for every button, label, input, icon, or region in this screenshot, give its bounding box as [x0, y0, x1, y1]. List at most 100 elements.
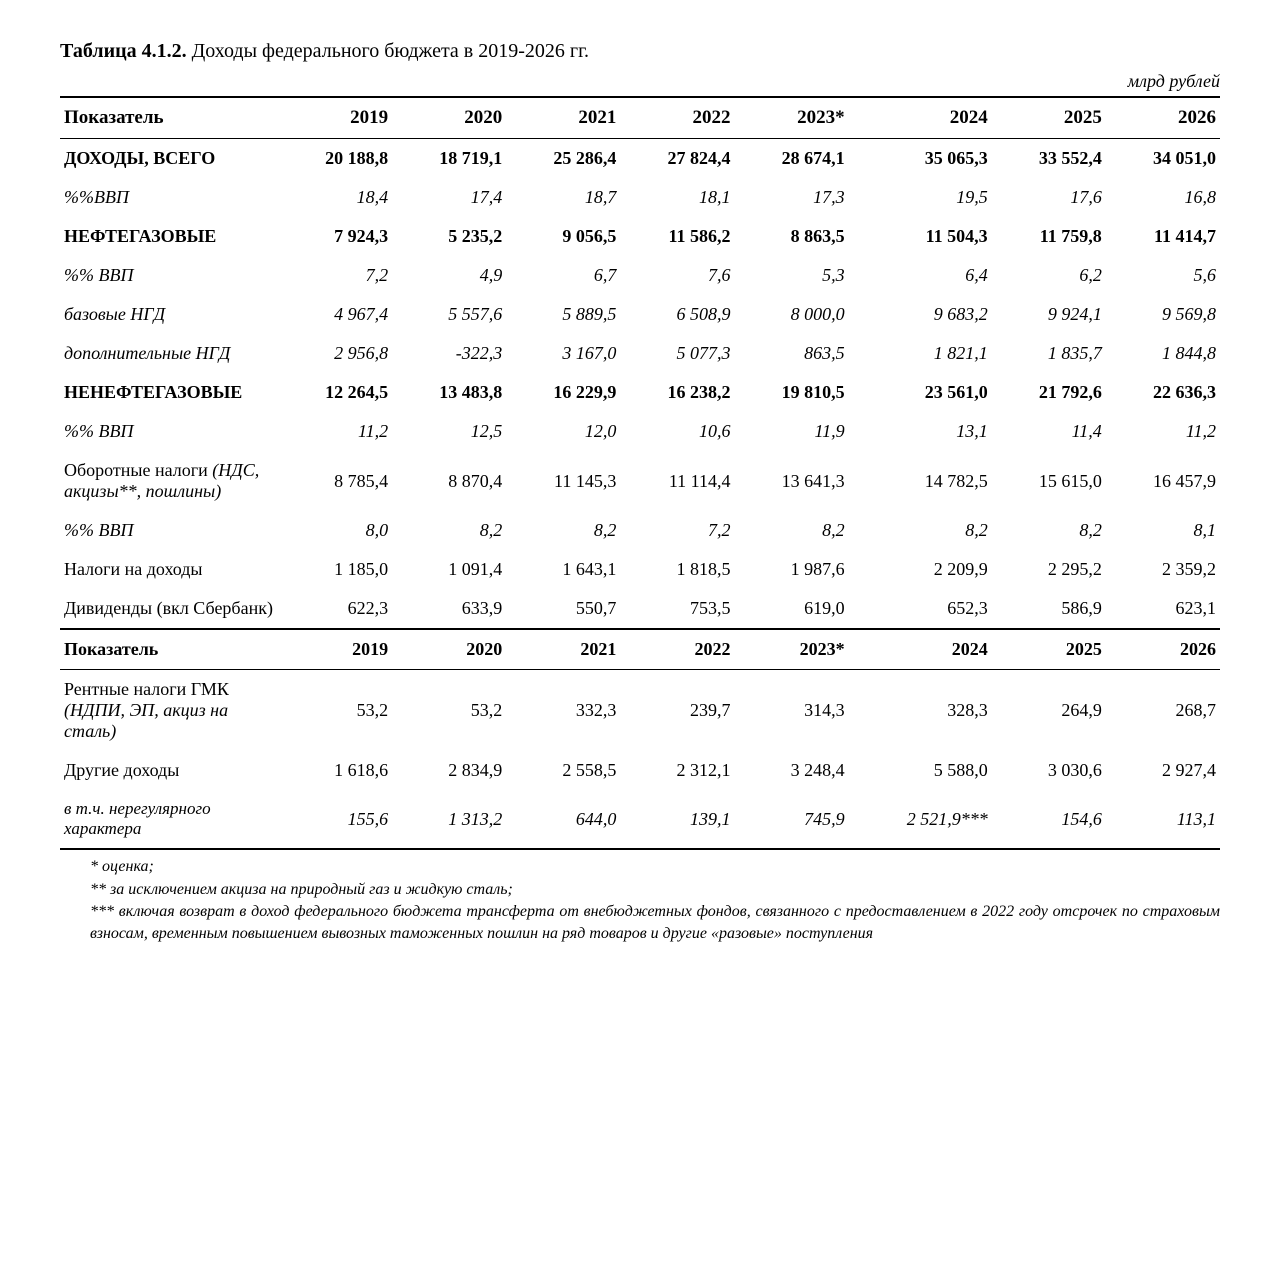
cell-value: 550,7	[506, 589, 620, 629]
cell-value: 16 457,9	[1106, 451, 1220, 511]
table-row: %% ВВП7,24,96,77,65,36,46,25,6	[60, 256, 1220, 295]
cell-value: 11,4	[992, 412, 1106, 451]
row-label: Другие доходы	[60, 751, 278, 790]
cell-value: 23 561,0	[849, 373, 992, 412]
cell-value: 27 824,4	[620, 139, 734, 179]
col-header-label: Показатель	[60, 629, 278, 670]
table-row: Дивиденды (вкл Сбербанк)622,3633,9550,77…	[60, 589, 1220, 629]
cell-value: 12,0	[506, 412, 620, 451]
table-body-b: Рентные налоги ГМК (НДПИ, ЭП, акциз на с…	[60, 670, 1220, 850]
cell-value: 753,5	[620, 589, 734, 629]
cell-value: 8 863,5	[735, 217, 849, 256]
table-title: Таблица 4.1.2. Доходы федерального бюдже…	[60, 40, 1220, 63]
row-label: дополнительные НГД	[60, 334, 278, 373]
cell-value: 7,2	[278, 256, 392, 295]
cell-value: 21 792,6	[992, 373, 1106, 412]
cell-value: 1 091,4	[392, 550, 506, 589]
row-label: НЕФТЕГАЗОВЫЕ	[60, 217, 278, 256]
cell-value: 745,9	[735, 790, 849, 849]
cell-value: 1 643,1	[506, 550, 620, 589]
footnote-line: * оценка;	[90, 856, 1220, 878]
table-row: %%ВВП18,417,418,718,117,319,517,616,8	[60, 178, 1220, 217]
row-label: %% ВВП	[60, 412, 278, 451]
cell-value: 586,9	[992, 589, 1106, 629]
cell-value: 18 719,1	[392, 139, 506, 179]
cell-value: 13,1	[849, 412, 992, 451]
cell-value: 5 235,2	[392, 217, 506, 256]
cell-value: 11,2	[1106, 412, 1220, 451]
col-header-year: 2019	[278, 629, 392, 670]
cell-value: 8 785,4	[278, 451, 392, 511]
table-row: ДОХОДЫ, ВСЕГО20 188,818 719,125 286,427 …	[60, 139, 1220, 179]
table-body-a: ДОХОДЫ, ВСЕГО20 188,818 719,125 286,427 …	[60, 139, 1220, 630]
cell-value: 239,7	[620, 670, 734, 752]
cell-value: 2 834,9	[392, 751, 506, 790]
cell-value: 8,2	[992, 511, 1106, 550]
col-header-year: 2026	[1106, 97, 1220, 139]
cell-value: 25 286,4	[506, 139, 620, 179]
cell-value: 3 030,6	[992, 751, 1106, 790]
cell-value: 8,2	[735, 511, 849, 550]
cell-value: 4,9	[392, 256, 506, 295]
cell-value: 9 924,1	[992, 295, 1106, 334]
col-header-year: 2025	[992, 97, 1106, 139]
cell-value: 623,1	[1106, 589, 1220, 629]
cell-value: 22 636,3	[1106, 373, 1220, 412]
table-row: %% ВВП8,08,28,27,28,28,28,28,1	[60, 511, 1220, 550]
table-row: Другие доходы1 618,62 834,92 558,52 312,…	[60, 751, 1220, 790]
row-label: НЕНЕФТЕГАЗОВЫЕ	[60, 373, 278, 412]
cell-value: 19,5	[849, 178, 992, 217]
table-row: %% ВВП11,212,512,010,611,913,111,411,2	[60, 412, 1220, 451]
table-row: НЕФТЕГАЗОВЫЕ7 924,35 235,29 056,511 586,…	[60, 217, 1220, 256]
cell-value: 5 077,3	[620, 334, 734, 373]
cell-value: 2 521,9***	[849, 790, 992, 849]
cell-value: 2 295,2	[992, 550, 1106, 589]
cell-value: 6,4	[849, 256, 992, 295]
table-row: дополнительные НГД2 956,8-322,33 167,05 …	[60, 334, 1220, 373]
cell-value: 18,1	[620, 178, 734, 217]
table-row: Оборотные налоги (НДС, акцизы**, пошлины…	[60, 451, 1220, 511]
cell-value: 16 229,9	[506, 373, 620, 412]
cell-value: 5 557,6	[392, 295, 506, 334]
cell-value: 11 759,8	[992, 217, 1106, 256]
cell-value: 113,1	[1106, 790, 1220, 849]
table-row: в т.ч. нерегулярного характера155,61 313…	[60, 790, 1220, 849]
table-head-a: Показатель20192020202120222023*202420252…	[60, 97, 1220, 139]
cell-value: 8,0	[278, 511, 392, 550]
col-header-year: 2024	[849, 97, 992, 139]
cell-value: 11 586,2	[620, 217, 734, 256]
row-label: ДОХОДЫ, ВСЕГО	[60, 139, 278, 179]
table-head-b: Показатель20192020202120222023*202420252…	[60, 629, 1220, 670]
cell-value: 19 810,5	[735, 373, 849, 412]
cell-value: 13 641,3	[735, 451, 849, 511]
col-header-year: 2022	[620, 629, 734, 670]
cell-value: 12 264,5	[278, 373, 392, 412]
cell-value: 53,2	[278, 670, 392, 752]
cell-value: 264,9	[992, 670, 1106, 752]
col-header-year: 2025	[992, 629, 1106, 670]
cell-value: 8,2	[506, 511, 620, 550]
col-header-year: 2020	[392, 629, 506, 670]
col-header-year: 2019	[278, 97, 392, 139]
cell-value: 17,3	[735, 178, 849, 217]
cell-value: 5,6	[1106, 256, 1220, 295]
col-header-year: 2020	[392, 97, 506, 139]
cell-value: 11,9	[735, 412, 849, 451]
cell-value: 1 835,7	[992, 334, 1106, 373]
budget-table: Показатель20192020202120222023*202420252…	[60, 96, 1220, 850]
footnote-line: ** за исключением акциза на природный га…	[90, 879, 1220, 901]
cell-value: 17,6	[992, 178, 1106, 217]
col-header-year: 2021	[506, 629, 620, 670]
cell-value: 53,2	[392, 670, 506, 752]
cell-value: 6,7	[506, 256, 620, 295]
row-label: Налоги на доходы	[60, 550, 278, 589]
col-header-year: 2021	[506, 97, 620, 139]
cell-value: 8 870,4	[392, 451, 506, 511]
cell-value: 13 483,8	[392, 373, 506, 412]
cell-value: 8,2	[392, 511, 506, 550]
row-label: в т.ч. нерегулярного характера	[60, 790, 278, 849]
cell-value: 3 248,4	[735, 751, 849, 790]
cell-value: 1 185,0	[278, 550, 392, 589]
cell-value: 9 569,8	[1106, 295, 1220, 334]
cell-value: 16 238,2	[620, 373, 734, 412]
